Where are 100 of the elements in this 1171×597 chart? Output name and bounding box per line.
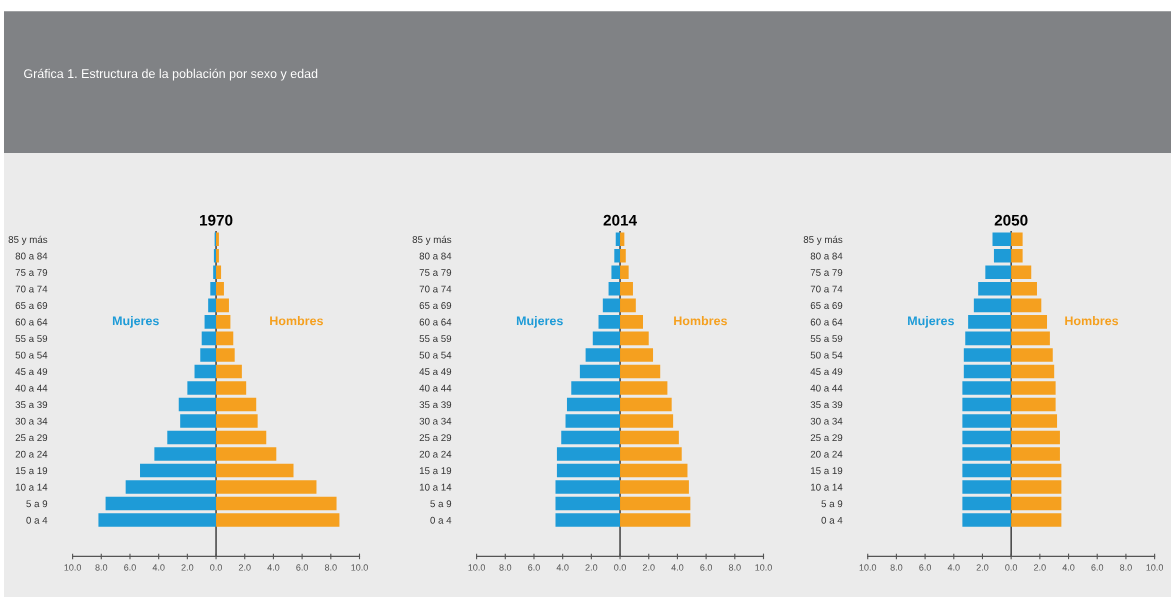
y-tick-label: 20 a 24 [810,450,843,458]
bar [565,414,621,428]
x-tick-label: 4.0 [947,564,960,571]
bar [216,364,242,379]
x-tick-label: 8.0 [728,564,741,571]
bar [620,496,691,511]
y-tick-label: 50 a 54 [15,351,48,359]
y-tick-label: 30 a 34 [419,417,452,425]
bar [620,381,668,395]
chart-title: 1970 [200,214,233,226]
y-tick-label: 40 a 44 [419,384,452,392]
series-label: Hombres [1065,316,1119,326]
bar [125,480,217,494]
x-tick-label: 4.0 [556,564,569,571]
bar [555,496,621,511]
y-tick-label: 85 y más [412,235,452,245]
bar [566,397,621,412]
bar [973,298,1012,313]
y-tick-label: 60 a 64 [419,318,452,326]
x-tick-label: 6.0 [124,564,136,571]
y-tick-label: 55 a 59 [419,335,452,343]
y-tick-label: 0 a 4 [26,516,48,524]
x-tick-label: 10.0 [859,564,877,571]
x-tick-label: 8.0 [890,564,903,571]
bar [216,298,229,313]
bar [216,513,340,527]
y-tick-label: 20 a 24 [419,450,452,458]
y-tick-label: 30 a 34 [15,417,48,425]
bar [216,282,224,296]
y-tick-label: 15 a 19 [15,467,48,475]
bar [194,364,217,379]
bar [963,348,1012,362]
bar [579,364,621,379]
y-tick-label: 45 a 49 [810,368,843,376]
bar [962,480,1012,494]
y-tick-label: 5 a 9 [430,500,452,508]
bar [216,480,317,494]
bar [620,397,672,412]
bar [620,463,688,478]
bar [200,348,217,362]
bar [216,348,235,362]
bar [216,430,267,445]
bar [208,298,217,313]
x-tick-label: 4.0 [671,564,684,571]
y-tick-label: 25 a 29 [810,434,843,442]
y-tick-label: 75 a 79 [419,269,452,276]
y-tick-label: 70 a 74 [810,285,843,293]
chart-title: 2050 [994,214,1028,226]
bar [620,447,682,461]
bar [993,249,1012,263]
bar [1011,447,1060,461]
bar [556,447,621,461]
bar [608,282,621,296]
y-tick-label: 25 a 29 [419,434,452,442]
x-tick-label: 0.0 [614,564,626,571]
bar [585,348,621,362]
y-tick-label: 25 a 29 [15,434,48,442]
bar [602,298,621,313]
y-tick-label: 80 a 84 [419,252,452,260]
bar [620,364,661,379]
bar [962,414,1012,428]
x-tick-label: 2.0 [976,564,989,571]
bar [598,315,621,329]
text: Mujeres [516,316,563,328]
x-tick-label: 0.0 [1005,564,1018,571]
y-tick-label: 40 a 44 [15,384,48,392]
y-tick-label: 40 a 44 [810,384,843,392]
bar [962,381,1012,395]
bar [105,496,217,511]
bar [962,397,1012,412]
bar [985,265,1012,280]
chart-title: 2014 [603,214,637,226]
bar [620,315,643,329]
y-tick-label: 75 a 79 [15,269,48,276]
bar [1011,331,1050,346]
bar [213,265,217,280]
x-tick-label: 6.0 [296,564,309,571]
y-tick-label: 85 y más [803,235,843,245]
y-tick-label: 60 a 64 [810,318,843,326]
bar [1011,496,1062,511]
x-tick-label: 10.0 [351,564,368,571]
y-tick-label: 10 a 14 [419,483,452,491]
bar [1011,298,1042,313]
bar [555,480,621,494]
y-tick-label: 35 a 39 [810,401,843,409]
bar [620,430,679,445]
bar [963,364,1012,379]
text: Hombres [674,316,727,326]
y-tick-label: 45 a 49 [15,368,48,376]
bar [216,397,257,412]
x-tick-label: 2.0 [642,564,655,571]
bar [620,348,654,362]
y-tick-label: 15 a 19 [419,467,452,475]
bar [978,282,1012,296]
bar [968,315,1012,329]
x-tick-label: 10.0 [1146,564,1164,571]
y-tick-label: 70 a 74 [15,285,48,293]
bar [178,397,217,412]
y-tick-label: 20 a 24 [15,450,48,458]
y-tick-label: 65 a 69 [810,302,843,309]
